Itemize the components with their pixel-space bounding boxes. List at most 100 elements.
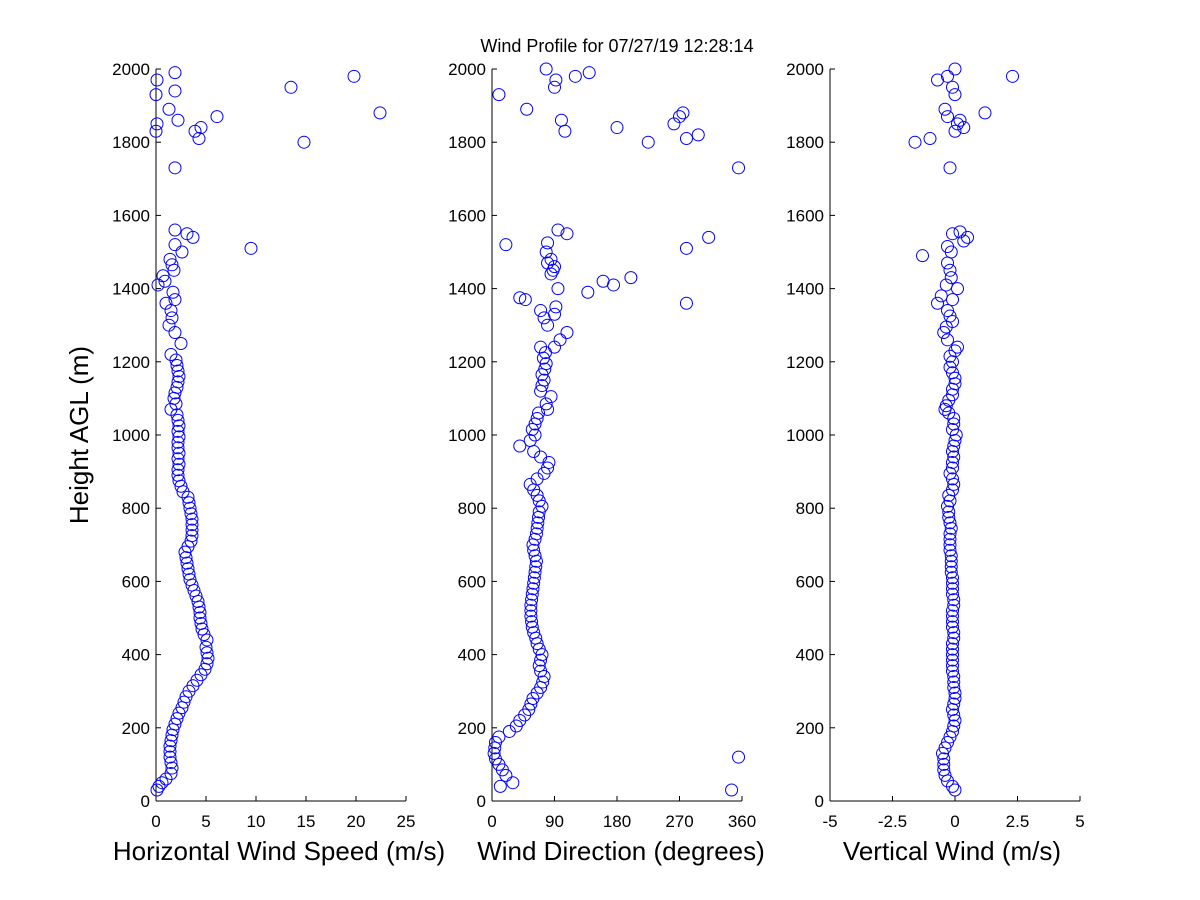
x-tick-label: -2.5 — [878, 812, 907, 831]
data-point — [948, 124, 962, 138]
data-point — [673, 110, 686, 124]
data-point — [548, 80, 561, 94]
data-point — [168, 293, 182, 307]
data-point — [518, 293, 532, 307]
y-tick-label: 1400 — [448, 280, 486, 299]
x-tick-label: -5 — [822, 812, 837, 831]
data-point — [946, 604, 959, 618]
x-axis-label: Wind Direction (degrees) — [477, 836, 765, 866]
data-point — [532, 494, 546, 508]
y-tick-label: 600 — [796, 572, 824, 591]
y-tick-label: 1000 — [786, 426, 824, 445]
data-point — [171, 435, 185, 449]
data-point — [534, 664, 548, 678]
data-point — [943, 263, 957, 277]
data-point — [610, 121, 624, 135]
data-point — [520, 102, 534, 116]
x-tick-label: 180 — [603, 812, 631, 831]
data-point — [185, 523, 199, 537]
y-tick-label: 1200 — [448, 353, 486, 372]
data-point — [171, 452, 185, 466]
data-point — [544, 252, 558, 266]
data-point — [168, 84, 182, 98]
data-point — [193, 611, 207, 625]
data-point — [488, 752, 502, 766]
data-point — [201, 651, 215, 665]
data-point — [947, 697, 961, 711]
data-point — [194, 668, 208, 682]
data-point — [539, 245, 553, 259]
data-point — [941, 110, 954, 124]
data-point — [528, 532, 542, 546]
data-point — [568, 69, 582, 83]
y-tick-label: 0 — [141, 792, 150, 811]
data-point — [948, 783, 962, 797]
data-point — [946, 664, 959, 678]
data-point — [947, 598, 961, 612]
data-point — [946, 653, 959, 667]
x-axis-label: Horizontal Wind Speed (m/s) — [113, 836, 445, 866]
data-point — [947, 708, 961, 722]
data-point — [554, 113, 568, 127]
x-axis-label: Vertical Wind (m/s) — [843, 836, 1061, 866]
data-point — [185, 512, 199, 526]
data-point — [947, 719, 961, 733]
x-tick-label: 2.5 — [1006, 812, 1030, 831]
data-point — [163, 252, 177, 266]
data-point — [946, 461, 959, 475]
data-point — [942, 510, 956, 524]
data-point — [151, 278, 165, 292]
data-point — [194, 616, 208, 630]
data-point — [943, 532, 957, 546]
data-point — [168, 161, 182, 175]
data-point — [181, 562, 195, 576]
data-point — [725, 783, 739, 797]
data-point — [164, 347, 178, 361]
data-point — [513, 291, 527, 305]
data-point — [953, 113, 967, 127]
data-point — [947, 626, 961, 640]
data-point — [168, 238, 182, 252]
data-point — [937, 757, 951, 771]
x-tick-label: 15 — [297, 812, 316, 831]
y-tick-label: 1200 — [786, 353, 824, 372]
data-point — [948, 344, 962, 358]
data-point — [978, 106, 992, 120]
y-tick-label: 800 — [458, 499, 486, 518]
data-point — [947, 450, 961, 464]
data-point — [916, 249, 929, 263]
y-tick-label: 1000 — [112, 426, 150, 445]
data-point — [548, 307, 561, 321]
data-point — [297, 135, 311, 149]
data-point — [946, 423, 959, 437]
data-point — [171, 463, 185, 477]
data-point — [149, 88, 163, 102]
data-point — [937, 763, 951, 777]
data-point — [560, 326, 574, 340]
data-point — [691, 128, 705, 142]
data-point — [171, 441, 185, 455]
data-point — [175, 245, 189, 259]
data-point — [931, 296, 944, 310]
data-point — [183, 573, 197, 587]
data-point — [172, 430, 186, 444]
x-tick-label: 270 — [665, 812, 693, 831]
data-point — [492, 88, 506, 102]
y-tick-label: 1800 — [112, 133, 150, 152]
data-point — [200, 646, 214, 660]
data-point — [527, 626, 541, 640]
data-point — [541, 402, 555, 416]
data-point — [347, 69, 361, 83]
data-point — [946, 642, 959, 656]
data-point — [538, 362, 552, 376]
data-point — [165, 311, 179, 325]
data-point — [946, 648, 959, 662]
data-point — [199, 640, 213, 654]
data-point — [641, 135, 655, 149]
data-point — [946, 615, 959, 629]
data-point — [531, 516, 545, 530]
y-tick-label: 0 — [815, 792, 824, 811]
data-point — [166, 285, 180, 299]
data-point — [937, 752, 951, 766]
